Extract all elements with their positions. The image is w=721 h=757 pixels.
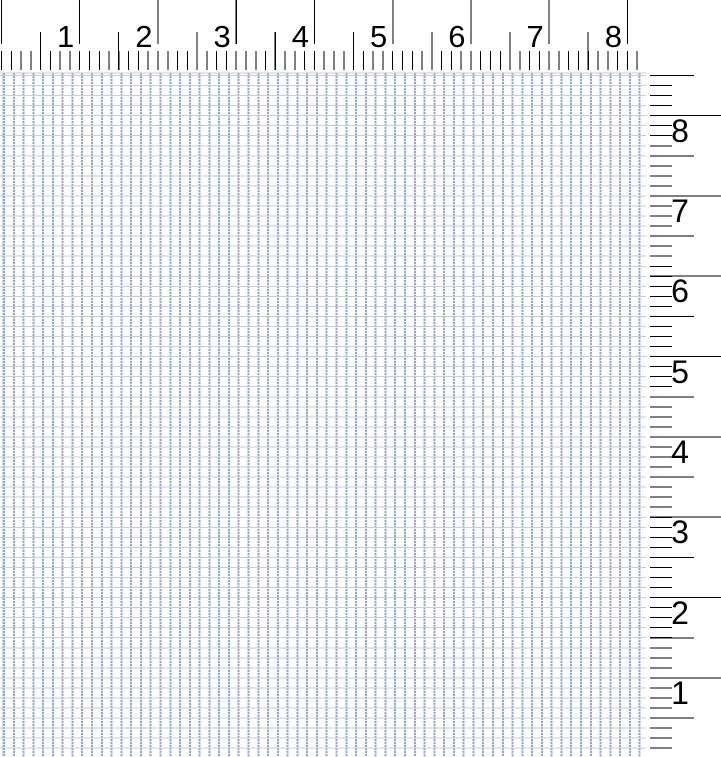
horizontal-ruler-label: 4 <box>291 19 309 54</box>
vertical-ruler[interactable]: 8 7 6 5 4 3 2 1 <box>646 0 721 757</box>
vertical-ruler-label: 7 <box>671 193 689 230</box>
horizontal-ruler-label: 8 <box>604 19 622 54</box>
vertical-ruler-label: 2 <box>671 594 689 631</box>
vertical-ruler-label: 4 <box>671 434 689 471</box>
horizontal-ruler-label: 1 <box>57 19 75 54</box>
horizontal-ruler-label: 7 <box>526 19 544 54</box>
horizontal-ruler-label: 2 <box>135 19 153 54</box>
drawing-canvas[interactable] <box>0 72 646 757</box>
horizontal-ruler[interactable]: 1 2 3 4 5 6 7 8 <box>0 0 721 72</box>
horizontal-ruler-label: 3 <box>213 19 231 54</box>
vertical-ruler-label: 6 <box>671 273 689 310</box>
vertical-ruler-label: 3 <box>671 514 689 551</box>
horizontal-ruler-label: 5 <box>370 19 388 54</box>
vertical-ruler-eighth-ticks <box>650 74 672 751</box>
horizontal-ruler-eighth-ticks <box>1 51 648 70</box>
vertical-ruler-label: 1 <box>671 675 689 711</box>
horizontal-ruler-label: 6 <box>448 19 466 54</box>
vertical-ruler-label: 5 <box>671 353 689 390</box>
vertical-ruler-label: 8 <box>671 112 689 149</box>
